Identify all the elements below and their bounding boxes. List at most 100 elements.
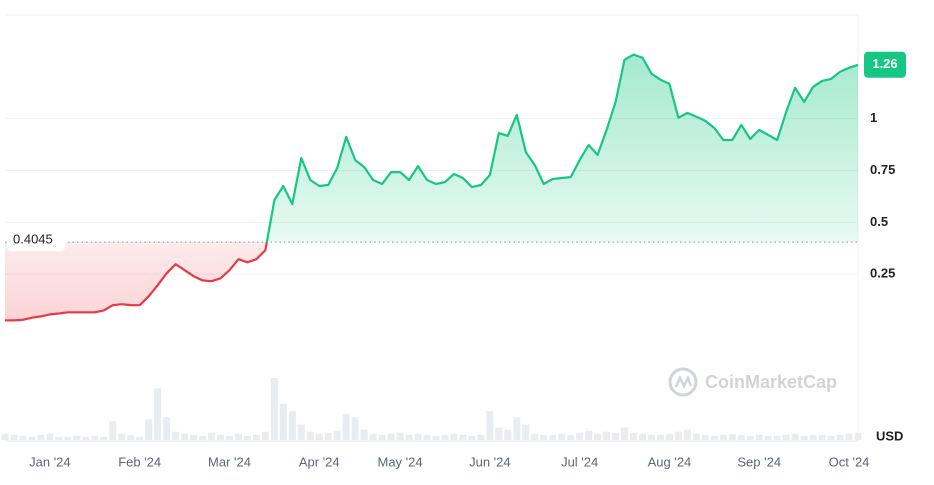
y-tick-label: 0.25: [870, 266, 895, 281]
y-tick-label: 0.75: [870, 162, 895, 177]
volume-bar: [163, 417, 171, 440]
volume-bar: [396, 432, 404, 440]
volume-bar: [594, 433, 602, 440]
volume-bar: [513, 417, 521, 440]
volume-bar: [450, 433, 458, 440]
y-tick-label: 0.5: [870, 214, 888, 229]
volume-bar: [288, 411, 296, 440]
volume-bar: [82, 436, 90, 440]
volume-bar: [674, 431, 682, 440]
volume-bar: [836, 434, 844, 440]
x-tick-label: Feb '24: [118, 454, 161, 469]
watermark: CoinMarketCap: [668, 367, 837, 397]
volume-bar: [701, 434, 709, 440]
volume-bar: [764, 435, 772, 440]
volume-bar: [477, 434, 485, 440]
price-line: [5, 53, 859, 322]
volume-bar: [351, 417, 359, 440]
x-tick-label: Aug '24: [648, 454, 692, 469]
volume-bar: [504, 429, 512, 440]
volume-bar: [567, 434, 575, 440]
volume-bar: [405, 434, 413, 440]
volume-bar: [818, 434, 826, 440]
volume-bar: [181, 433, 189, 440]
volume-bar: [37, 434, 45, 440]
volume-bar: [459, 434, 467, 440]
x-tick-label: Apr '24: [299, 454, 340, 469]
volume-bar: [656, 434, 664, 440]
volume-bar: [719, 434, 727, 440]
volume-bar: [540, 434, 548, 440]
volume-bar: [486, 411, 494, 440]
baseline-label-bg: [7, 229, 65, 252]
volume-bar: [800, 435, 808, 440]
x-tick-label: Oct '24: [829, 454, 870, 469]
x-tick-label: Mar '24: [208, 454, 251, 469]
baseline-label: 0.4045: [13, 232, 53, 247]
volume-bar: [441, 434, 449, 440]
x-tick-label: Jul '24: [561, 454, 598, 469]
volume-bar: [647, 434, 655, 440]
volume-bar: [1, 433, 9, 440]
volume-bar: [603, 431, 611, 440]
volume-bar: [468, 435, 476, 440]
volume-bar: [576, 432, 584, 440]
volume-bar: [136, 436, 144, 440]
volume-bar: [665, 433, 673, 440]
last-price-bg: [864, 51, 906, 78]
volume-bar: [558, 433, 566, 440]
volume-bar: [19, 435, 27, 440]
volume-bar: [782, 434, 790, 440]
volume-bar: [854, 432, 862, 440]
x-tick-label: Sep '24: [737, 454, 781, 469]
volume-bar: [261, 431, 269, 440]
area: [5, 54, 858, 321]
volume-bar: [243, 435, 251, 440]
volume-bar: [755, 434, 763, 440]
volume-bar: [692, 433, 700, 440]
volume-bar: [549, 434, 557, 440]
volume-bar: [234, 433, 242, 440]
volume-bar: [791, 433, 799, 440]
volume-bar: [190, 434, 198, 440]
volume-bar: [100, 436, 108, 440]
volume-bar: [683, 429, 691, 440]
volume-bar: [621, 427, 629, 440]
volume-bar: [73, 435, 81, 440]
volume-bar: [91, 435, 99, 440]
volume-bar: [199, 435, 207, 440]
volume-bar: [728, 433, 736, 440]
volume-bar: [28, 436, 36, 440]
volume-bar: [432, 435, 440, 440]
x-tick-label: Jun '24: [469, 454, 511, 469]
volume-bar: [208, 432, 216, 440]
volume-bar: [612, 432, 620, 440]
volume-bar: [378, 434, 386, 440]
volume-bar: [252, 434, 260, 440]
volume-bar: [827, 435, 835, 440]
volume-bar: [118, 433, 126, 440]
x-tick-label: May '24: [378, 454, 423, 469]
volume-bar: [522, 424, 530, 440]
volume-bar: [324, 432, 332, 440]
volume-bar: [46, 433, 54, 440]
volume-bar: [225, 435, 233, 440]
volume-bar: [639, 433, 647, 440]
volume-bar: [279, 403, 287, 440]
currency-label: USD: [876, 428, 903, 443]
volume-bar: [360, 429, 368, 440]
volume-bar: [145, 419, 153, 440]
watermark-text: CoinMarketCap: [705, 372, 837, 392]
volume-bar: [585, 430, 593, 440]
volume-bar: [423, 434, 431, 440]
volume-bar: [127, 434, 135, 440]
volume-bar: [315, 433, 323, 440]
volume-bar: [414, 433, 422, 440]
volume-bar: [109, 421, 117, 440]
x-tick-label: Jan '24: [29, 454, 71, 469]
volume-bar: [10, 434, 18, 440]
volume-bar: [531, 433, 539, 440]
volume-bar: [342, 414, 350, 440]
volume-bar: [216, 434, 224, 440]
